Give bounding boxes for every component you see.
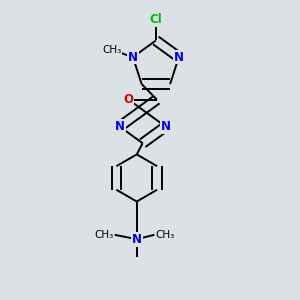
Text: N: N (128, 51, 138, 64)
Text: O: O (123, 93, 134, 106)
Text: CH₃: CH₃ (94, 230, 114, 240)
Text: N: N (115, 120, 125, 133)
Text: CH₃: CH₃ (155, 230, 175, 240)
Text: N: N (160, 120, 171, 133)
Text: CH₃: CH₃ (102, 45, 122, 55)
Text: N: N (132, 233, 142, 246)
Text: Cl: Cl (149, 13, 162, 26)
Text: N: N (174, 51, 184, 64)
